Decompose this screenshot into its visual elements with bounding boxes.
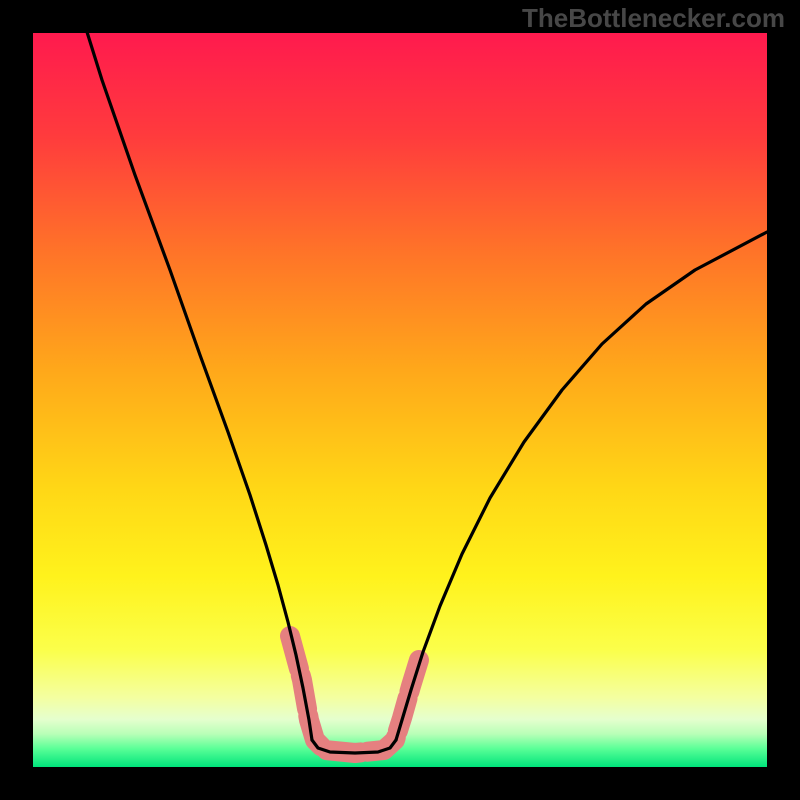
curve-left	[77, 33, 312, 740]
marker-strip	[290, 636, 419, 753]
chart-canvas: TheBottlenecker.com	[0, 0, 800, 800]
watermark-text: TheBottlenecker.com	[522, 3, 785, 34]
curve-layer	[33, 33, 767, 767]
plot-area	[33, 33, 767, 767]
curve-right	[396, 232, 767, 740]
